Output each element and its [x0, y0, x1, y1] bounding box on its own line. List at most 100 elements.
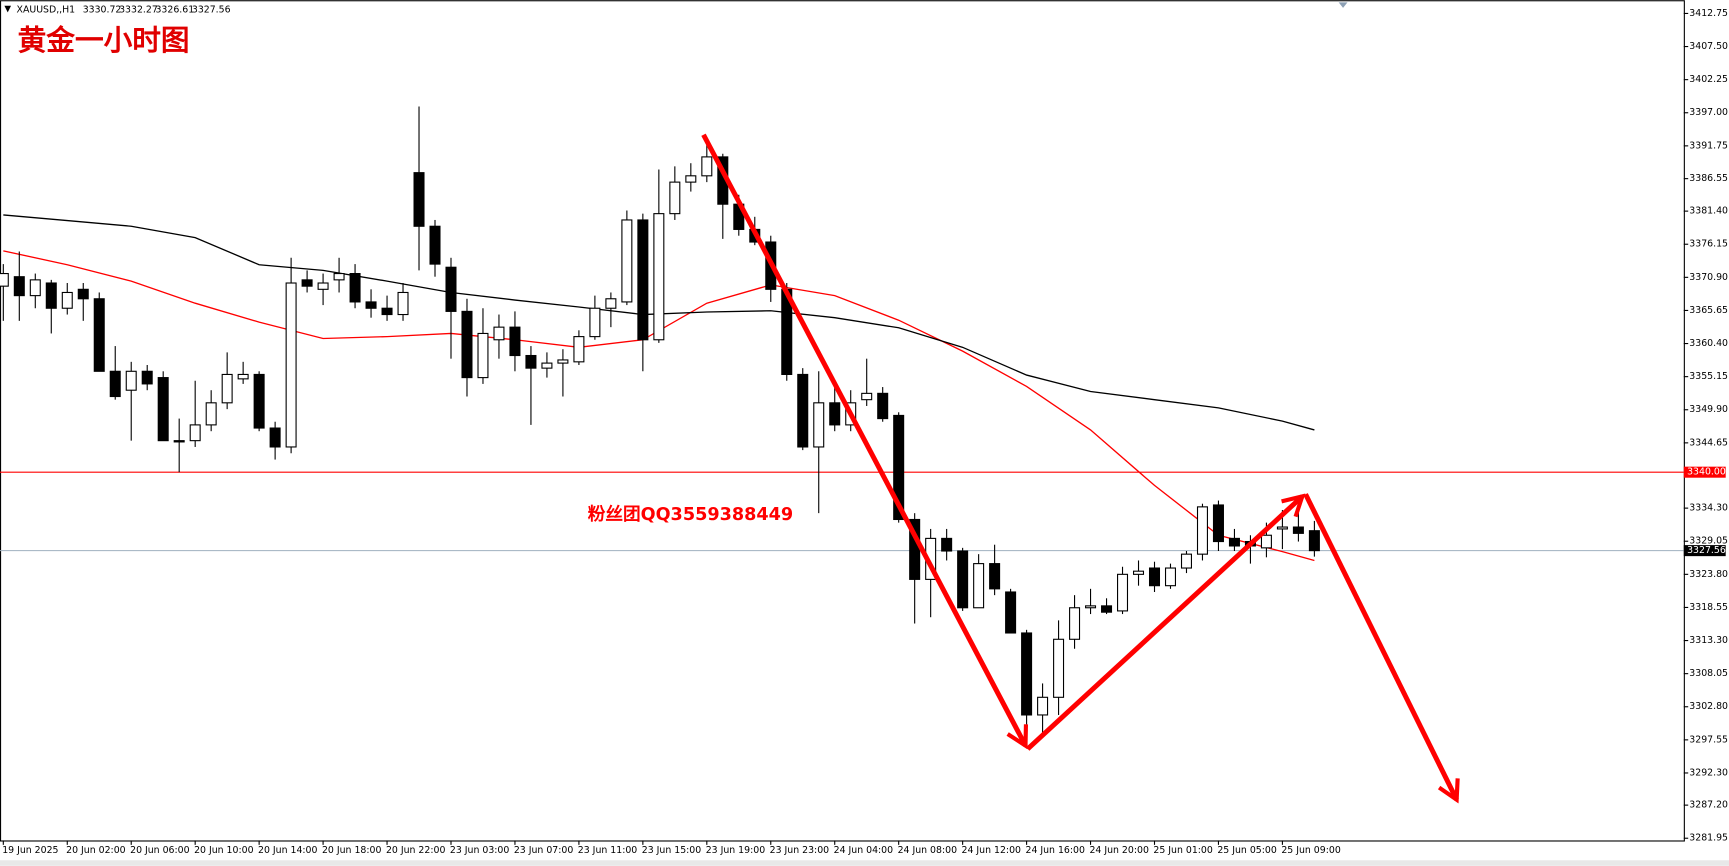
- y-tick-label: 3308.05: [1689, 668, 1728, 679]
- candle-body: [1133, 570, 1145, 575]
- candle-body: [365, 301, 377, 309]
- marks: 3412.75 3407.50 3402.25 3397.00 3391.75 3386.…: [0, 8, 1728, 856]
- y-tick-label: 3381.40: [1689, 206, 1728, 217]
- y-tick-label: 3376.15: [1689, 239, 1728, 250]
- candle-body: [221, 373, 233, 404]
- moving-average: [3, 250, 1315, 562]
- candle-body: [493, 326, 505, 341]
- x-tick-label: 20 Jun 06:00: [130, 845, 190, 856]
- header: XAUUSD,,H1 3330.72 3332.27 3326.61 3327.…: [4, 5, 231, 16]
- candle-body: [653, 213, 665, 341]
- candle-body: [1308, 530, 1320, 552]
- shift-marker: [1338, 2, 1348, 8]
- y-tick-label: 3412.75: [1689, 8, 1728, 19]
- candle-body: [637, 219, 649, 341]
- candle-body: [701, 156, 713, 177]
- candle-body: [509, 326, 521, 357]
- y-tick-label: 3344.65: [1689, 437, 1728, 448]
- chart-title: 黄金一小时图: [18, 23, 190, 57]
- y-tick-label: 3313.30: [1689, 635, 1728, 646]
- candle-body: [957, 550, 969, 609]
- trend-arrow: [701, 133, 1026, 746]
- x-tick-label: 19 Jun 2025: [2, 845, 58, 856]
- candle-body: [445, 266, 457, 312]
- y-tick-label: 3349.90: [1689, 404, 1728, 415]
- candle-body: [269, 427, 281, 448]
- candle-body: [189, 424, 201, 442]
- candle-body: [93, 298, 105, 372]
- candle-body: [589, 307, 601, 338]
- x-tick-label: 23 Jun 11:00: [578, 845, 638, 856]
- y-tick-label: 3402.25: [1689, 74, 1728, 85]
- ohlc-close: 3327.56: [192, 5, 231, 16]
- y-tick-label: 3329.05: [1689, 536, 1728, 547]
- x-tick-label: 23 Jun 03:00: [450, 845, 510, 856]
- candle-body: [685, 175, 697, 183]
- annotation: 粉丝团QQ3559388449: [588, 503, 793, 525]
- candle-body: [541, 362, 553, 369]
- x-tick-label: 20 Jun 02:00: [66, 845, 126, 856]
- candle-body: [173, 440, 185, 443]
- x-tick-label: 20 Jun 14:00: [258, 845, 318, 856]
- x-tick-label: 23 Jun 19:00: [706, 845, 766, 856]
- candle-body: [125, 370, 137, 391]
- y-tick-label: 3287.20: [1689, 800, 1728, 811]
- y-tick-label: 3297.55: [1689, 734, 1728, 745]
- candle-body: [621, 219, 633, 303]
- candle-body: [29, 279, 41, 297]
- candle-body: [429, 225, 441, 265]
- candle-body: [557, 359, 569, 364]
- candle-body: [1292, 526, 1304, 534]
- candle-body: [1037, 696, 1049, 716]
- x-tick-label: 20 Jun 22:00: [386, 845, 446, 856]
- ohlc-high: 3332.27: [119, 5, 158, 16]
- trend-arrows: [701, 133, 1457, 800]
- y-tick-label: 3292.30: [1689, 767, 1728, 778]
- candle-body: [0, 273, 9, 287]
- y-tick-label: 3397.00: [1689, 107, 1728, 118]
- ohlc-open: 3330.72: [83, 5, 122, 16]
- candle-body: [1101, 605, 1113, 613]
- y-tick-label: 3360.40: [1689, 338, 1728, 349]
- candle-body: [1005, 591, 1017, 634]
- candle-body: [1260, 534, 1272, 549]
- candle-body: [285, 282, 297, 448]
- candle-body: [1276, 526, 1288, 530]
- x-tick-label: 24 Jun 08:00: [898, 845, 958, 856]
- candle-body: [109, 370, 121, 398]
- candle-body: [1117, 573, 1129, 612]
- x-tick-label: 24 Jun 20:00: [1089, 845, 1149, 856]
- x-tick-label: 20 Jun 10:00: [194, 845, 254, 856]
- header-icon: [4, 5, 12, 13]
- y-tick-label: 3386.55: [1689, 173, 1728, 184]
- candle-body: [13, 276, 25, 297]
- candle-body: [669, 181, 681, 215]
- candle-body: [1148, 567, 1161, 587]
- candle-body: [1021, 632, 1033, 716]
- price-label: 3327.56: [1687, 545, 1726, 556]
- candle-body: [525, 354, 537, 369]
- candle-body: [797, 373, 809, 448]
- candle-body: [605, 298, 617, 309]
- y-tick-label: 3370.90: [1689, 272, 1728, 283]
- plot-frame: [0, 0, 1685, 842]
- moving-average: [3, 214, 1315, 431]
- y-tick-label: 3365.65: [1689, 305, 1728, 316]
- candle-body: [413, 172, 425, 227]
- candle-body: [573, 336, 585, 363]
- status-strip: [0, 860, 1729, 866]
- x-tick-label: 24 Jun 12:00: [962, 845, 1022, 856]
- candle-body: [349, 273, 361, 303]
- candle-body: [253, 373, 265, 429]
- y-tick-label: 3355.15: [1689, 371, 1728, 382]
- candle-body: [317, 282, 329, 290]
- candle-body: [877, 392, 889, 420]
- candle-body: [1196, 506, 1208, 555]
- x-tick-label: 25 Jun 05:00: [1217, 845, 1277, 856]
- candle-body: [1053, 638, 1065, 698]
- x-tick-label: 20 Jun 18:00: [322, 845, 382, 856]
- candle-body: [893, 414, 905, 521]
- candle-body: [829, 402, 841, 426]
